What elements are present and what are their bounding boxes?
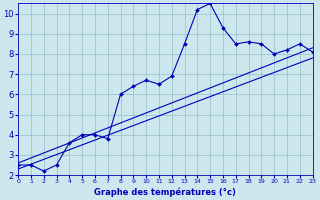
X-axis label: Graphe des températures (°c): Graphe des températures (°c): [94, 187, 236, 197]
